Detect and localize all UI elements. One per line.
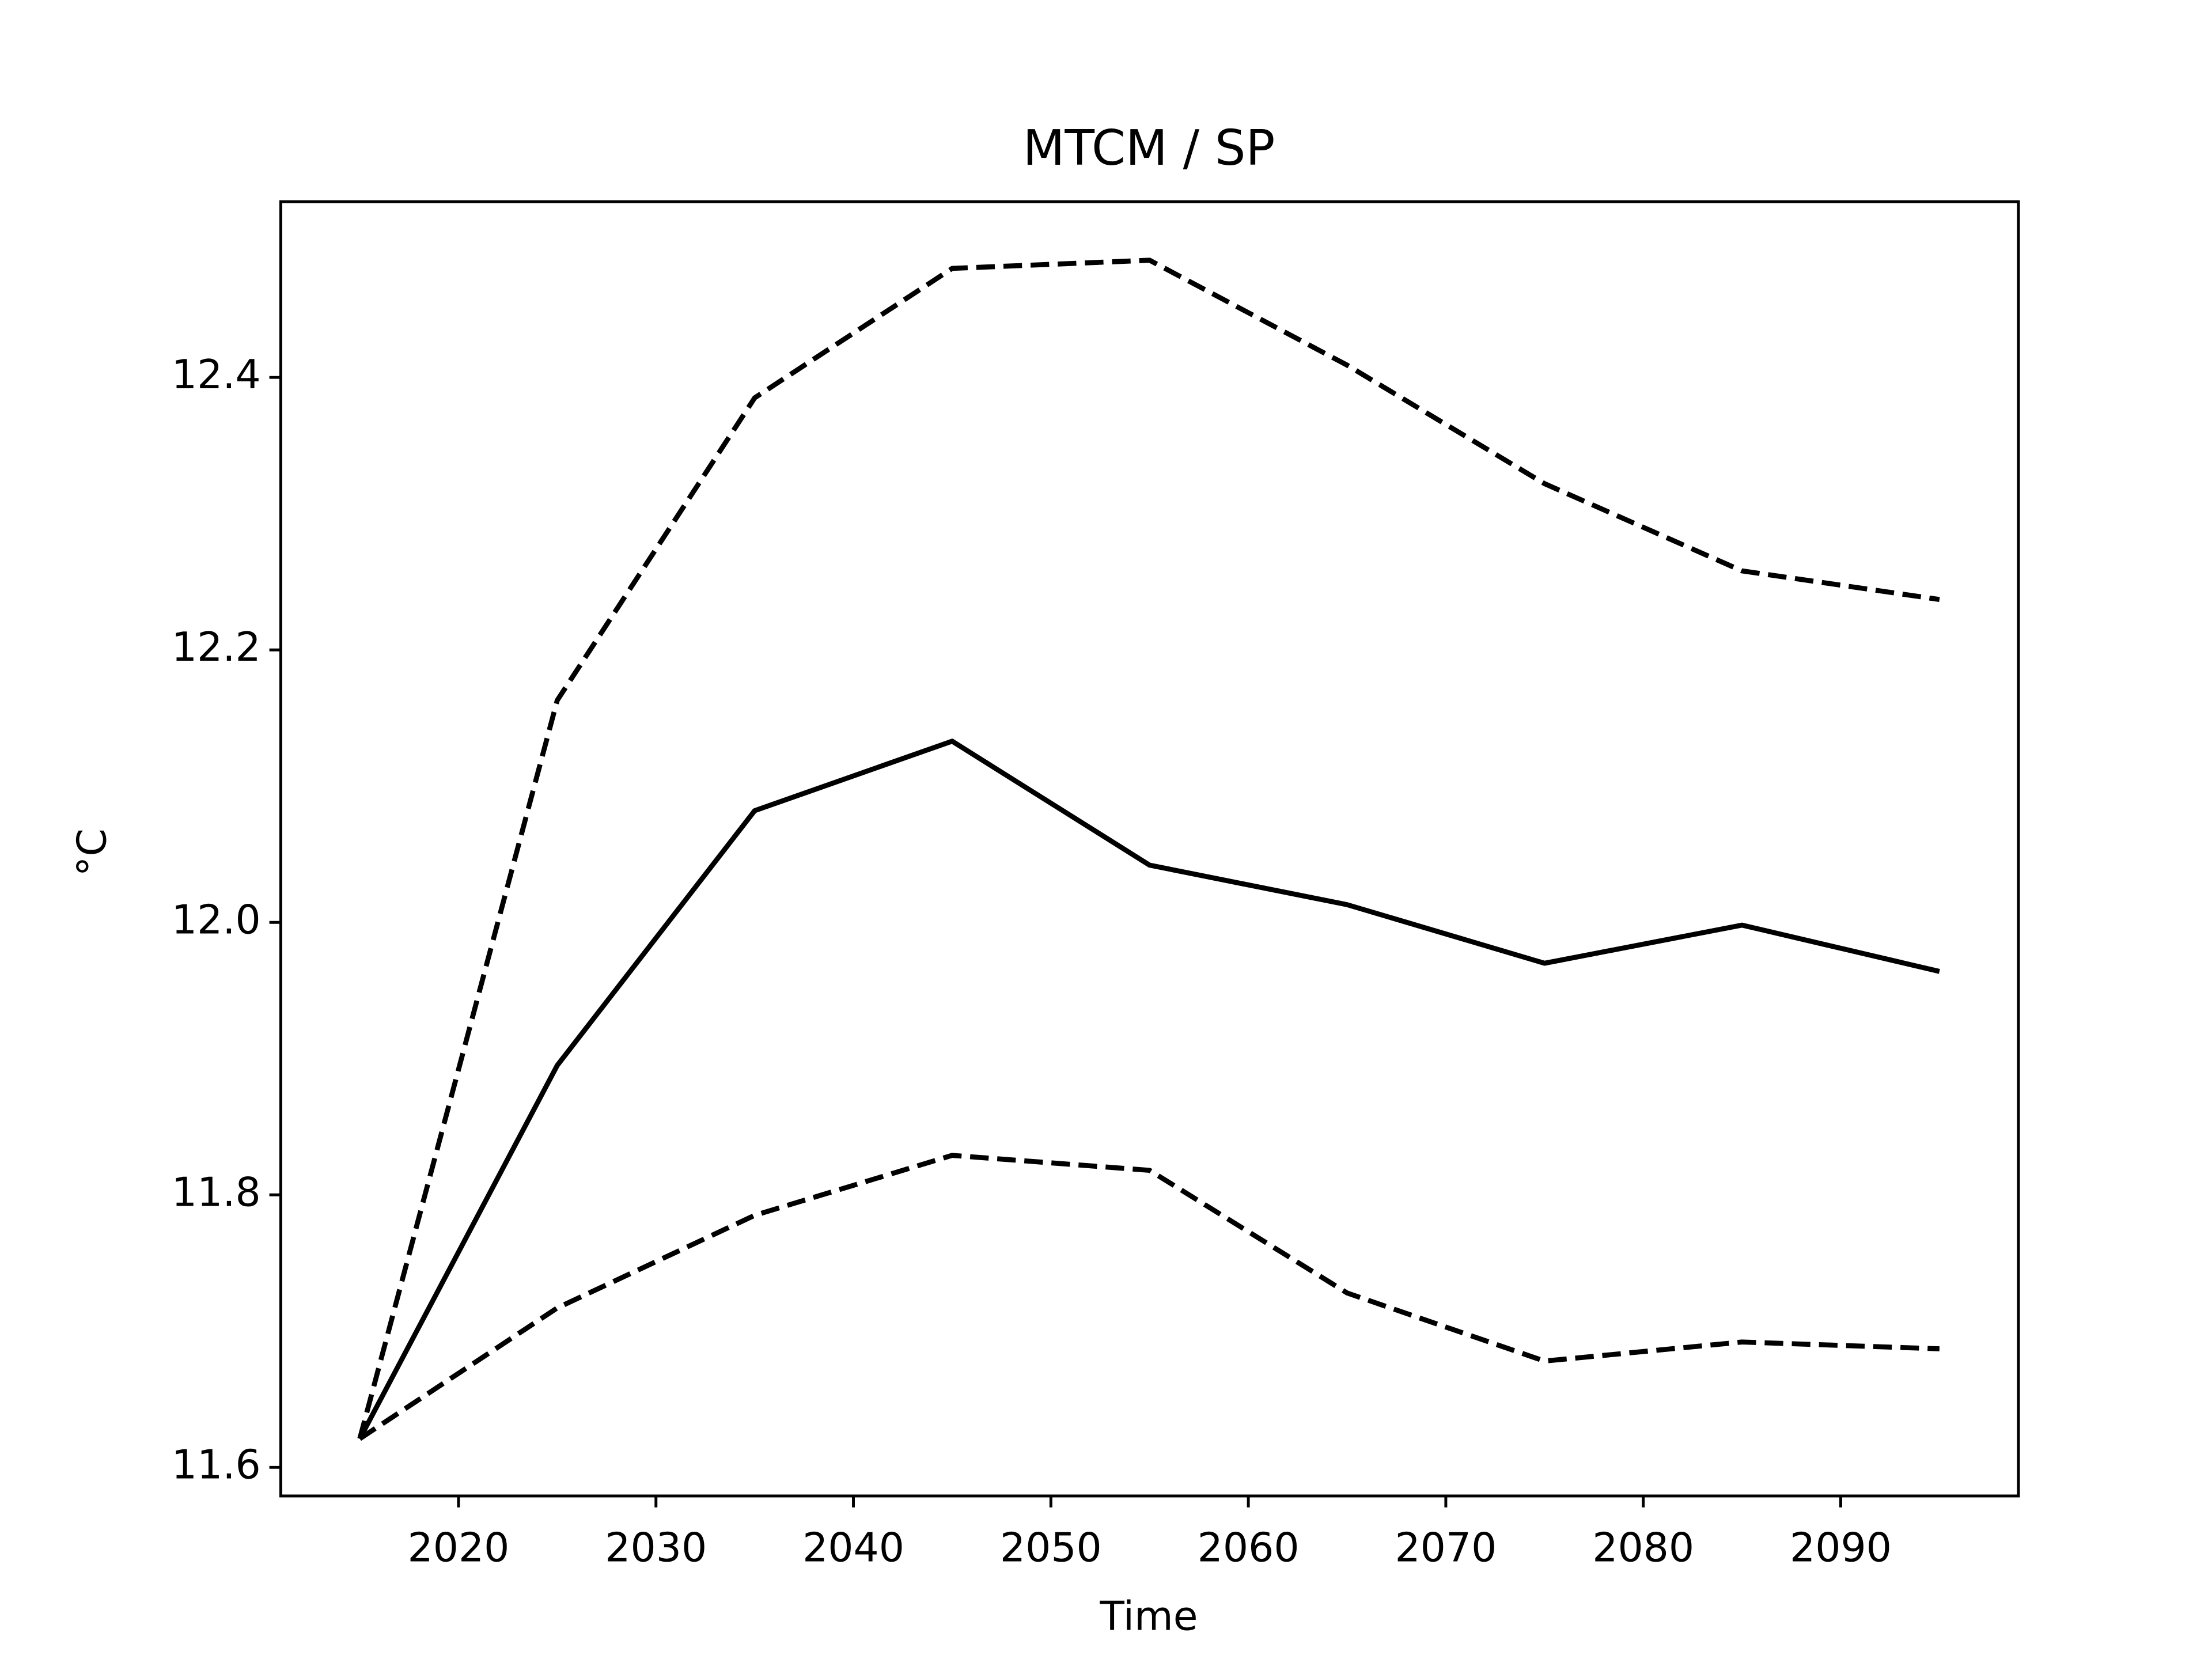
y-tick-label: 12.2	[172, 624, 261, 671]
x-tick-label: 2040	[802, 1524, 904, 1571]
series-line	[358, 1153, 1940, 1441]
series-line	[357, 257, 1940, 1440]
y-tick-label: 12.0	[172, 896, 261, 943]
y-tick-label: 11.8	[172, 1169, 261, 1215]
y-tick-label: 11.6	[172, 1441, 261, 1488]
plot-frame	[279, 200, 2020, 1498]
x-axis-label: Time	[1099, 1593, 1198, 1640]
x-tick-label: 2080	[1592, 1524, 1694, 1571]
y-axis-label: °C	[69, 828, 116, 876]
x-tick-label: 2020	[408, 1524, 510, 1571]
x-tick-label: 2060	[1198, 1524, 1300, 1571]
x-tick-label: 2050	[1000, 1524, 1102, 1571]
x-tick-label: 2030	[605, 1524, 707, 1571]
y-tick-label: 12.4	[172, 351, 261, 398]
x-tick-label: 2090	[1790, 1524, 1892, 1571]
chart-title: MTCM / SP	[1023, 120, 1275, 176]
x-tick-label: 2070	[1395, 1524, 1497, 1571]
series-line	[357, 738, 1940, 1440]
